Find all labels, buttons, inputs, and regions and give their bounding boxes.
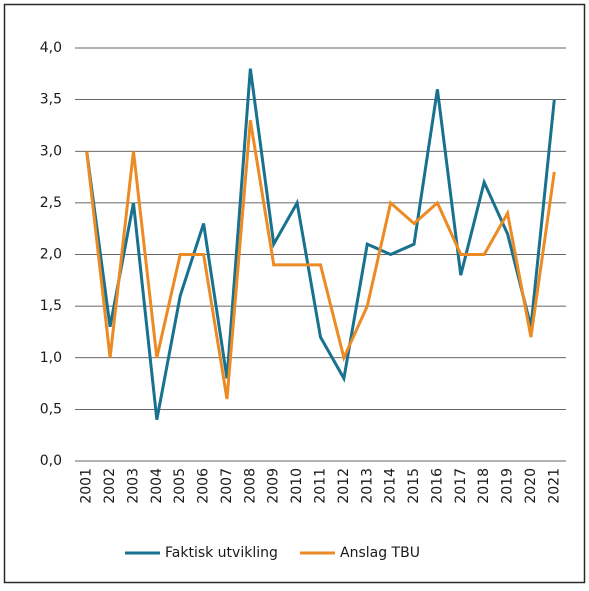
x-tick-label: 2019 [500, 468, 516, 504]
x-tick-label: 2001 [79, 468, 95, 504]
x-tick-label: 2021 [546, 468, 562, 504]
y-tick-label: 0,0 [40, 453, 62, 469]
x-tick-label: 2018 [476, 468, 492, 504]
x-tick-label: 2017 [453, 468, 469, 504]
y-tick-label: 1,0 [40, 350, 62, 366]
x-tick-label: 2014 [383, 468, 399, 504]
x-tick-label: 2007 [219, 468, 235, 504]
x-tick-label: 2003 [125, 468, 141, 504]
y-tick-label: 2,5 [40, 195, 62, 211]
x-tick-label: 2015 [406, 468, 422, 504]
x-tick-label: 2005 [172, 468, 188, 504]
x-tick-label: 2008 [242, 468, 258, 504]
series-line [85, 68, 556, 420]
x-tick-label: 2011 [313, 468, 329, 504]
y-tick-label: 3,0 [40, 143, 62, 159]
y-tick-label: 3,5 [40, 92, 62, 108]
x-tick-label: 2010 [289, 468, 305, 504]
x-tick-label: 2013 [359, 468, 375, 504]
x-tick-label: 2020 [523, 468, 539, 504]
x-tick-label: 2009 [266, 468, 282, 504]
x-tick-label: 2004 [149, 468, 165, 504]
y-tick-label: 2,0 [40, 247, 62, 263]
y-tick-label: 1,5 [40, 298, 62, 314]
x-tick-label: 2006 [196, 468, 212, 504]
x-tick-label: 2012 [336, 468, 352, 504]
legend-label: Faktisk utvikling [165, 545, 278, 561]
x-tick-label: 2002 [102, 468, 118, 504]
frame [3, 3, 586, 584]
legend-label: Anslag TBU [340, 545, 420, 561]
y-tick-label: 0,5 [40, 401, 62, 417]
x-tick-label: 2016 [429, 468, 445, 504]
series-line [85, 120, 556, 400]
y-tick-label: 4,0 [40, 40, 62, 56]
